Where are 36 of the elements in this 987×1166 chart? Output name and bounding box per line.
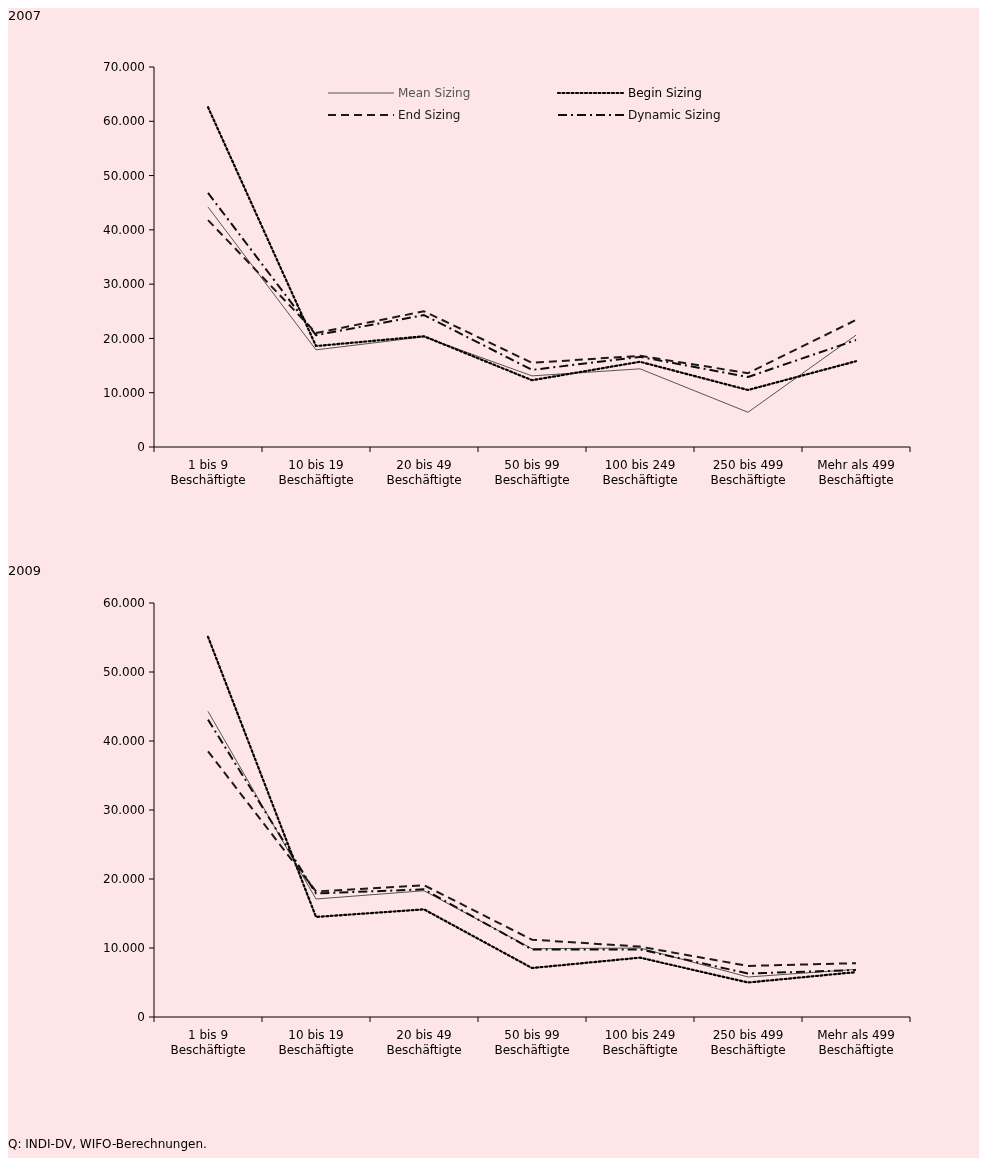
y-tick-label: 30.000 [103, 277, 145, 292]
x-tick-label: 100 bis 249 Beschäftigte [602, 458, 678, 487]
text: 2009 [8, 563, 42, 578]
x-tick-label: Mehr als 499 Beschäftigte [817, 458, 895, 487]
y-tick-label: 50.000 [103, 665, 145, 680]
y-tick-label: 10.000 [103, 385, 145, 400]
text: Mean Sizing [398, 86, 471, 101]
x-tick-label: 10 bis 19 Beschäftigte [278, 1028, 354, 1057]
x-tick-label: 50 bis 99 Beschäftigte [494, 1028, 570, 1057]
x-tick-label: 1 bis 9 Beschäftigte [170, 458, 246, 487]
text: Begin Sizing [628, 86, 702, 101]
text: Dynamic Sizing [628, 108, 721, 123]
x-tick-label: 20 bis 49 Beschäftigte [386, 458, 462, 487]
y-tick-label: 20.000 [103, 872, 145, 887]
x-tick-label: 250 bis 499 Beschäftigte [710, 1028, 786, 1057]
x-tick-label: 1 bis 9 Beschäftigte [170, 1028, 246, 1057]
y-tick-label: 60.000 [103, 596, 145, 611]
y-tick-label: 40.000 [103, 734, 145, 749]
y-tick-label: 20.000 [103, 331, 145, 346]
y-tick-label: 70.000 [103, 60, 145, 75]
y-tick-label: 40.000 [103, 223, 145, 238]
x-tick-label: Mehr als 499 Beschäftigte [817, 1028, 895, 1057]
y-tick-label: 60.000 [103, 114, 145, 129]
x-tick-label: 250 bis 499 Beschäftigte [710, 458, 786, 487]
x-tick-label: 100 bis 249 Beschäftigte [602, 1028, 678, 1057]
y-tick-label: 0 [137, 440, 145, 455]
text: Q: INDI-DV, WIFO-Berechnungen. [8, 1137, 207, 1151]
y-tick-label: 0 [137, 1010, 145, 1025]
text: End Sizing [398, 108, 461, 123]
x-tick-label: 10 bis 19 Beschäftigte [278, 458, 354, 487]
x-tick-label: 50 bis 99 Beschäftigte [494, 458, 570, 487]
y-tick-label: 10.000 [103, 941, 145, 956]
x-tick-label: 20 bis 49 Beschäftigte [386, 1028, 462, 1057]
y-tick-label: 30.000 [103, 803, 145, 818]
text: 2007 [8, 8, 42, 23]
y-tick-label: 50.000 [103, 168, 145, 183]
